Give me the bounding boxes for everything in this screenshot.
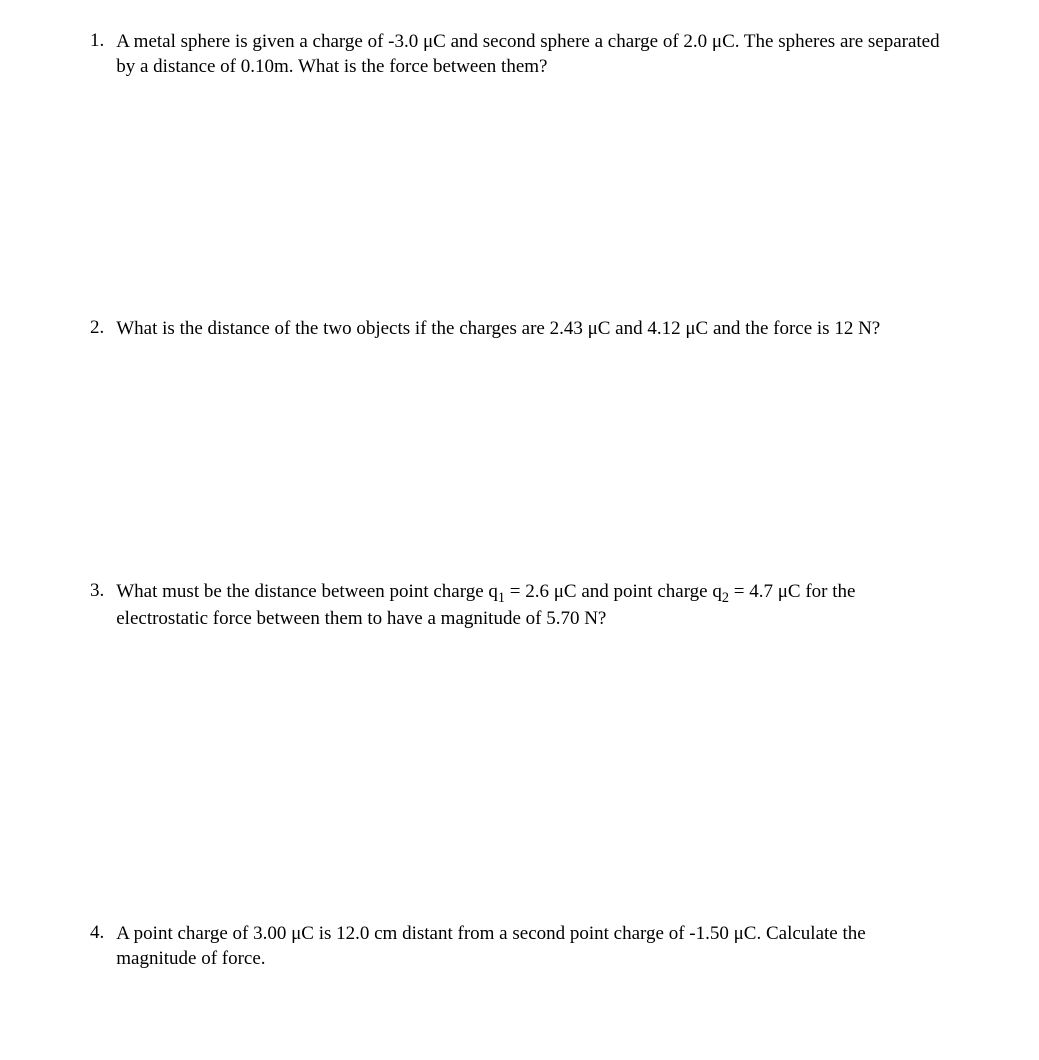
question-number: 2. <box>70 317 116 342</box>
question-item-4: 4. A point charge of 3.00 μC is 12.0 cm … <box>70 922 969 971</box>
question-number: 1. <box>70 30 116 79</box>
physics-question-list: 1. A metal sphere is given a charge of -… <box>70 30 969 971</box>
question-text: What must be the distance between point … <box>116 580 969 632</box>
question-text: A metal sphere is given a charge of -3.0… <box>116 30 969 79</box>
question-item-3: 3. What must be the distance between poi… <box>70 580 969 632</box>
question-item-2: 2. What is the distance of the two objec… <box>70 317 969 342</box>
question-text: What is the distance of the two objects … <box>116 317 969 342</box>
question-text: A point charge of 3.00 μC is 12.0 cm dis… <box>116 922 969 971</box>
question-item-1: 1. A metal sphere is given a charge of -… <box>70 30 969 79</box>
question-number: 4. <box>70 922 116 971</box>
question-number: 3. <box>70 580 116 632</box>
